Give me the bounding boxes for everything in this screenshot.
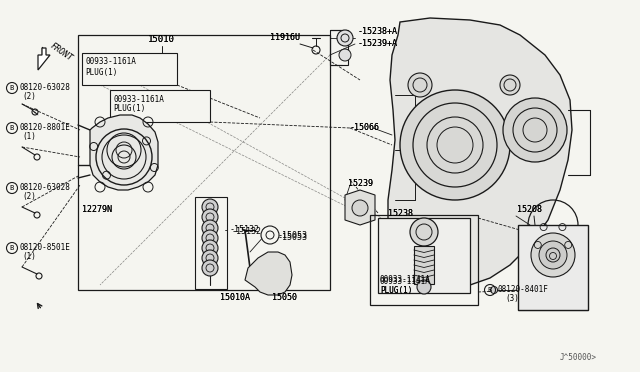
Text: 11916U: 11916U <box>270 33 300 42</box>
Bar <box>195 197 227 289</box>
Text: PLUG(1): PLUG(1) <box>113 105 145 113</box>
Text: -15238+A: -15238+A <box>358 28 398 36</box>
Bar <box>378 218 470 293</box>
Circle shape <box>490 286 497 294</box>
Circle shape <box>337 30 353 46</box>
Text: PLUG(1): PLUG(1) <box>380 285 412 295</box>
Circle shape <box>417 280 431 294</box>
Bar <box>110 90 210 122</box>
Circle shape <box>539 241 567 269</box>
Text: B: B <box>10 125 14 131</box>
Circle shape <box>410 218 438 246</box>
Text: 15239: 15239 <box>348 179 373 187</box>
Text: B: B <box>10 245 14 251</box>
Circle shape <box>500 75 520 95</box>
Circle shape <box>202 260 218 276</box>
Bar <box>78 35 330 290</box>
Text: 15238: 15238 <box>388 208 413 218</box>
Text: -15238+A: -15238+A <box>358 28 398 36</box>
Text: 08120-63028: 08120-63028 <box>19 83 70 93</box>
Circle shape <box>400 90 510 200</box>
Text: FRONT: FRONT <box>48 41 74 63</box>
Text: -15066: -15066 <box>350 124 380 132</box>
Circle shape <box>202 240 218 256</box>
Polygon shape <box>345 190 375 225</box>
Text: 08120-8401F: 08120-8401F <box>497 285 548 295</box>
Text: 08120-8501E: 08120-8501E <box>19 244 70 253</box>
Text: 15208: 15208 <box>517 205 542 215</box>
Text: (1): (1) <box>22 131 36 141</box>
Text: 12279N: 12279N <box>82 205 112 215</box>
Text: 15010A: 15010A <box>220 294 250 302</box>
Text: -15053: -15053 <box>278 231 308 240</box>
Circle shape <box>202 220 218 236</box>
Text: -15132: -15132 <box>232 228 262 237</box>
Circle shape <box>202 199 218 215</box>
Circle shape <box>202 250 218 266</box>
Text: 08120-8801E: 08120-8801E <box>19 124 70 132</box>
Text: 15010A: 15010A <box>220 294 250 302</box>
Circle shape <box>202 209 218 225</box>
Polygon shape <box>90 115 158 190</box>
Circle shape <box>202 230 218 246</box>
Text: (1): (1) <box>22 251 36 260</box>
Text: 00933-1141A: 00933-1141A <box>380 278 431 286</box>
Text: PLUG(1): PLUG(1) <box>380 286 412 295</box>
Text: (2): (2) <box>22 92 36 100</box>
Bar <box>370 215 478 305</box>
Bar <box>82 53 177 85</box>
Text: B: B <box>488 287 492 293</box>
Text: -15132: -15132 <box>230 225 260 234</box>
Text: 15010: 15010 <box>148 35 175 45</box>
Text: B: B <box>10 185 14 191</box>
Text: 15010: 15010 <box>148 35 175 45</box>
Text: 00933-1161A: 00933-1161A <box>85 58 136 67</box>
Polygon shape <box>38 48 50 70</box>
Text: J^50000>: J^50000> <box>560 353 597 362</box>
Text: 12279N: 12279N <box>82 205 112 215</box>
Text: (2): (2) <box>22 192 36 201</box>
Bar <box>414 246 434 284</box>
Text: (3): (3) <box>505 294 519 302</box>
Polygon shape <box>388 18 572 288</box>
Text: 15208: 15208 <box>517 205 542 215</box>
Circle shape <box>261 226 279 244</box>
Text: -15239+A: -15239+A <box>358 39 398 48</box>
Polygon shape <box>245 252 292 295</box>
Text: 15050: 15050 <box>272 294 297 302</box>
Circle shape <box>503 98 567 162</box>
Text: PLUG(1): PLUG(1) <box>85 67 117 77</box>
Text: -15053: -15053 <box>278 234 308 243</box>
Circle shape <box>96 129 152 185</box>
Text: 08120-63028: 08120-63028 <box>19 183 70 192</box>
Text: 15238: 15238 <box>388 208 413 218</box>
Text: 15239: 15239 <box>348 179 373 187</box>
Text: B: B <box>10 85 14 91</box>
Text: 00933-1161A: 00933-1161A <box>113 94 164 103</box>
Circle shape <box>408 73 432 97</box>
Text: 11916U: 11916U <box>270 33 300 42</box>
Circle shape <box>352 200 368 216</box>
Text: -15239+A: -15239+A <box>358 39 398 48</box>
Text: 15050: 15050 <box>272 294 297 302</box>
Text: -15066: -15066 <box>350 124 380 132</box>
Text: 00933-1141A: 00933-1141A <box>380 276 431 285</box>
Circle shape <box>420 220 460 260</box>
Bar <box>518 225 588 310</box>
Circle shape <box>339 49 351 61</box>
Circle shape <box>531 233 575 277</box>
